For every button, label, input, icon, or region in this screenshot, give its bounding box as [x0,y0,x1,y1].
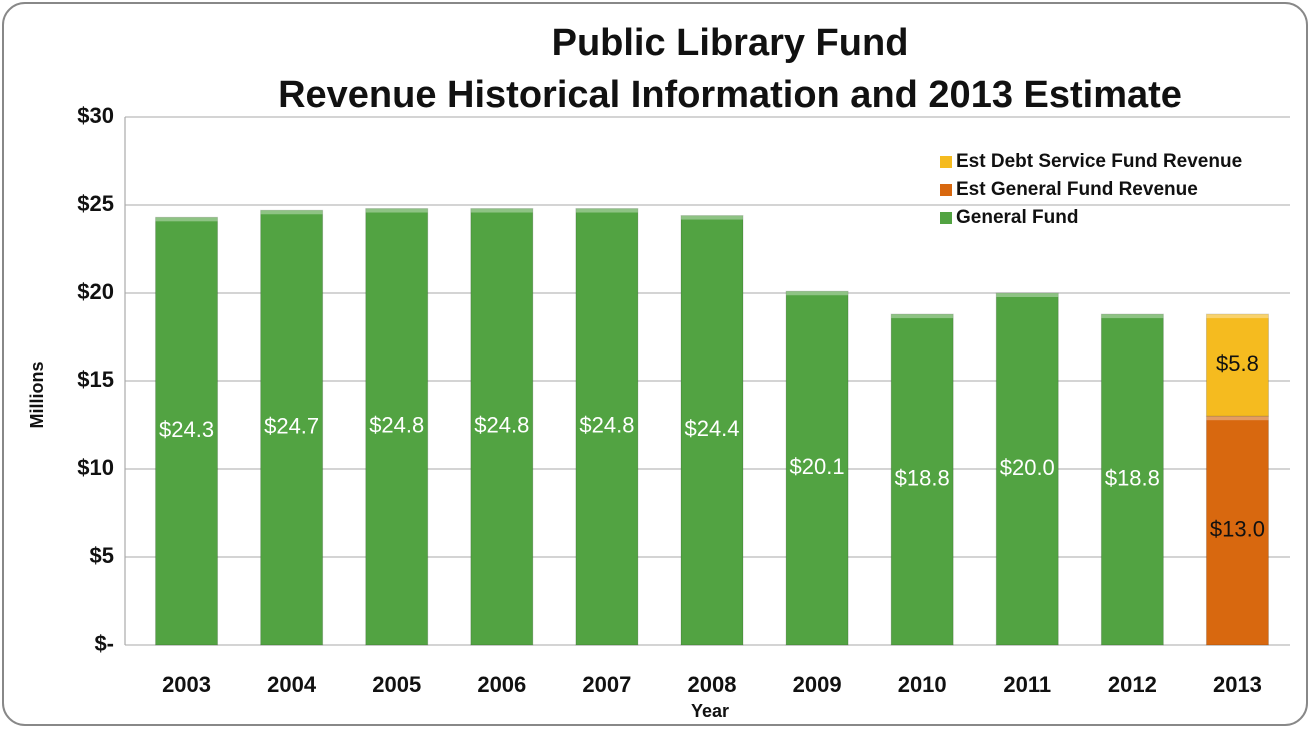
bar-cap [996,293,1059,297]
bar-segment [890,313,954,646]
legend-swatch [940,212,952,224]
x-tick-label: 2009 [793,672,842,697]
bar-segment [1100,313,1164,646]
x-tick-label: 2005 [372,672,421,697]
bar-segment [470,208,534,646]
bar-segment [365,208,429,646]
data-label: $24.8 [369,413,424,438]
bar-segment [575,208,639,646]
data-label: $24.7 [264,413,319,438]
bar-cap [1206,416,1269,421]
legend-label: General Fund [956,207,1078,228]
chart-title: Public Library Fund [552,22,909,64]
bar-cap [365,208,428,213]
bar-cap [155,217,218,222]
legend-label: Est General Fund Revenue [956,179,1198,200]
x-tick-label: 2012 [1108,672,1157,697]
bar-segment [995,292,1059,646]
y-tick-label: $15 [77,367,114,392]
bar-cap [470,208,533,213]
y-tick-label: $20 [77,279,114,304]
x-axis-title: Year [691,701,729,721]
bar-cap [681,215,743,220]
bar-cap [786,291,849,296]
chart-title: Revenue Historical Information and 2013 … [278,74,1182,116]
data-label: $18.8 [1105,465,1160,490]
bar-segment [1205,313,1269,417]
bar-cap [891,314,954,319]
data-label: $18.8 [895,465,950,490]
bar-cap [575,208,638,213]
bar-segment [260,209,324,646]
bar-segment [680,215,744,646]
data-label: $20.0 [1000,455,1055,480]
data-label: $24.8 [579,413,634,438]
bar-cap [260,210,323,215]
data-label: $24.8 [474,413,529,438]
x-tick-label: 2011 [1003,672,1051,697]
y-tick-label: $30 [77,103,114,128]
x-tick-label: 2013 [1213,672,1262,697]
legend-swatch [940,184,952,196]
x-tick-label: 2010 [898,672,947,697]
x-tick-label: 2006 [477,672,526,697]
bar-cap [1206,314,1269,319]
x-tick-label: 2003 [162,672,211,697]
y-tick-label: $- [94,631,114,656]
bar-segment [785,290,849,646]
data-label: $24.4 [684,416,739,441]
legend-label: Est Debt Service Fund Revenue [956,151,1242,172]
data-label: $5.8 [1216,351,1259,376]
y-tick-label: $25 [77,191,114,216]
bar-segment [1205,415,1269,646]
legend-swatch [940,156,952,168]
x-tick-label: 2004 [267,672,317,697]
data-label: $13.0 [1210,516,1265,541]
data-label: $24.3 [159,417,214,442]
bar-segment [155,216,219,646]
data-label: $20.1 [790,454,845,479]
bar-cap [1101,314,1164,319]
x-tick-label: 2007 [582,672,631,697]
y-tick-label: $5 [90,543,114,568]
x-tick-label: 2008 [688,672,737,697]
y-axis-title: Millions [27,362,47,429]
y-tick-label: $10 [77,455,114,480]
